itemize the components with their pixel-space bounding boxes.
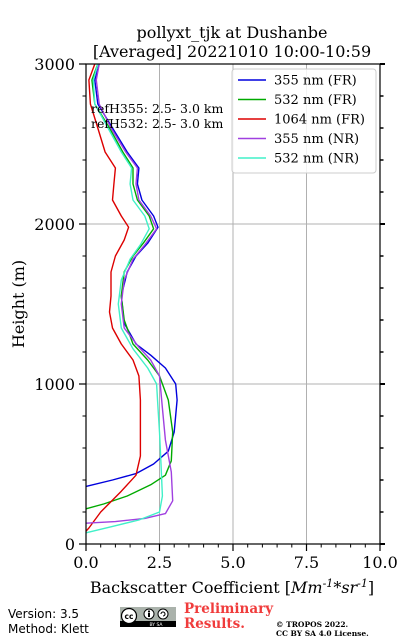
legend: 355 nm (FR) 532 nm (FR) 1064 nm (FR) 355 nm…	[231, 68, 377, 174]
copyright-note: © TROPOS 2022. CC BY SA 4.0 License.	[276, 620, 396, 638]
y-tick-label: 2000	[34, 215, 75, 234]
ref-height-355-annotation: refH355: 2.5- 3.0 km	[91, 101, 223, 116]
x-tick-label: 2.5	[147, 553, 172, 572]
legend-label-0: 355 nm (FR)	[274, 74, 357, 89]
cc-by-sa-icon: cc BY SA	[120, 607, 176, 627]
legend-label-1: 532 nm (FR)	[274, 93, 357, 108]
x-tick-label: 7.5	[294, 553, 319, 572]
axis-ticks: 0.0 2.5 5.0 7.5 10.0 0 1000 2000 3000	[34, 55, 398, 572]
preliminary-line-1: Preliminary	[184, 601, 274, 617]
method-text: Method: Klett	[8, 622, 89, 636]
y-tick-label: 1000	[34, 375, 75, 394]
preliminary-results-note: Preliminary Results.	[184, 602, 284, 632]
version-text: Version: 3.5	[8, 607, 80, 621]
legend-label-3: 355 nm (NR)	[274, 132, 359, 147]
x-tick-label: 10.0	[362, 553, 398, 572]
x-tick-label: 0.0	[73, 553, 98, 572]
series-line-4	[85, 63, 164, 534]
copyright-line-1: © TROPOS 2022.	[276, 620, 349, 629]
series-line-1	[85, 63, 174, 510]
legend-label-4: 532 nm (NR)	[274, 152, 359, 167]
y-tick-label: 0	[65, 535, 75, 554]
ref-height-532-annotation: refH532: 2.5- 3.0 km	[91, 116, 223, 131]
series-line-3	[85, 63, 174, 524]
series-layer	[85, 63, 178, 534]
preliminary-line-2: Results.	[184, 616, 245, 632]
license-badge-text: BY SA	[149, 622, 163, 627]
svg-text:cc: cc	[125, 612, 134, 621]
legend-box	[231, 68, 377, 174]
x-tick-label: 5.0	[220, 553, 245, 572]
y-axis-label: Height (m)	[9, 260, 28, 348]
legend-label-2: 1064 nm (FR)	[274, 113, 365, 128]
series-line-2	[85, 63, 142, 532]
chart-title-line-2: [Averaged] 20221010 10:00-10:59	[93, 42, 371, 61]
y-tick-label: 3000	[34, 55, 75, 74]
x-axis-label: Backscatter Coefficient [Mm-1*sr-1]	[90, 577, 374, 598]
chart-title-line-1: pollyxt_tjk at Dushanbe	[136, 23, 327, 42]
backscatter-profile-chart: pollyxt_tjk at Dushanbe [Averaged] 20221…	[9, 23, 398, 598]
copyright-line-2: CC BY SA 4.0 License.	[276, 629, 369, 638]
